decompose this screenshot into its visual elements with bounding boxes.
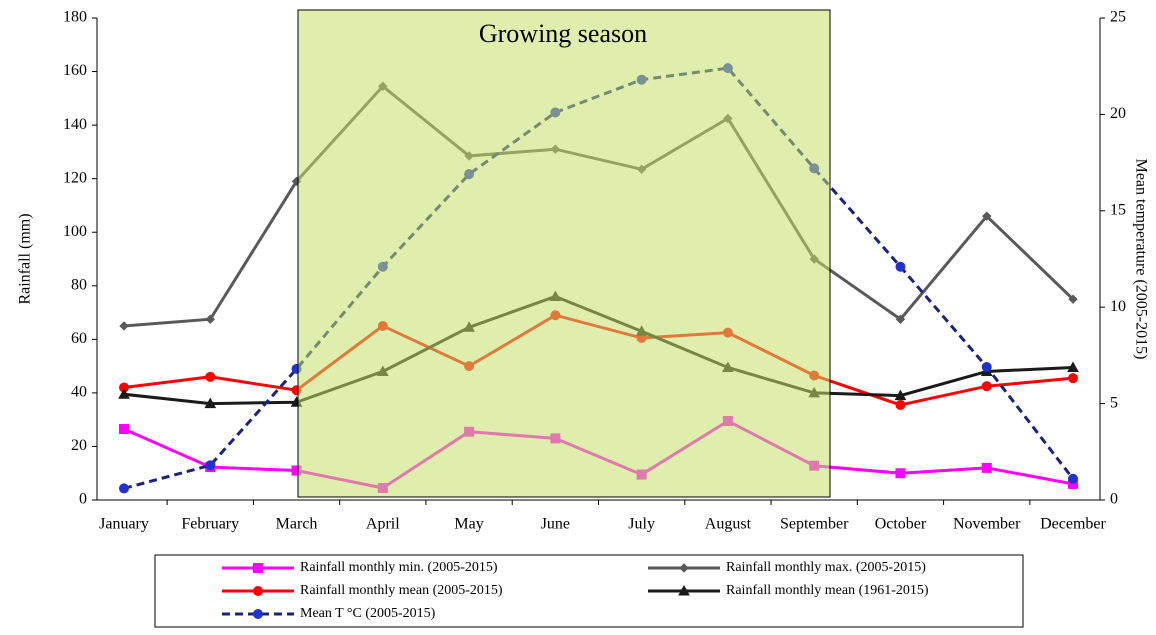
marker — [981, 462, 992, 473]
legend-label: Rainfall monthly max. (2005-2015) — [726, 560, 926, 575]
growing-season — [297, 9, 831, 498]
marker — [1068, 294, 1078, 304]
y-tick-label: 180 — [63, 9, 87, 26]
marker — [678, 584, 690, 596]
y-tick-label: 60 — [71, 330, 87, 347]
marker — [118, 388, 130, 399]
legend-label: Rainfall monthly mean (1961-2015) — [726, 583, 929, 598]
y2-tick-label: 0 — [1110, 491, 1118, 508]
legend-label: Rainfall monthly min. (2005-2015) — [300, 560, 498, 575]
y2-axis-label: Mean temperature (2005-2015) — [1132, 159, 1149, 360]
legend-label: Rainfall monthly mean (2005-2015) — [300, 583, 503, 598]
x-tick-label: May — [454, 516, 483, 533]
marker — [982, 211, 992, 221]
y-tick-label: 120 — [63, 169, 87, 186]
y2-tick-label: 5 — [1110, 394, 1118, 411]
y-tick-label: 160 — [63, 62, 87, 79]
marker — [679, 563, 689, 573]
marker — [981, 361, 992, 372]
marker — [981, 381, 992, 392]
marker — [253, 563, 263, 573]
y-tick-label: 40 — [71, 384, 87, 401]
marker — [1068, 373, 1078, 384]
y-tick-label: 80 — [71, 276, 87, 293]
marker — [205, 314, 215, 324]
x-tick-label: February — [181, 516, 239, 533]
marker — [895, 399, 906, 410]
y-tick-label: 100 — [63, 223, 87, 240]
marker — [119, 321, 129, 331]
y2-tick-label: 10 — [1110, 298, 1126, 315]
x-tick-label: January — [99, 516, 149, 533]
x-tick-label: September — [780, 516, 849, 533]
y-axis-label: Rainfall (mm) — [17, 213, 34, 304]
annotation: Growing season — [479, 19, 647, 48]
y-tick-label: 140 — [63, 116, 87, 133]
marker — [204, 397, 217, 409]
marker — [119, 483, 129, 494]
marker — [253, 586, 263, 596]
x-tick-label: April — [366, 516, 400, 533]
marker — [895, 314, 906, 324]
y-tick-label: 20 — [71, 437, 87, 454]
marker — [1067, 361, 1079, 372]
marker — [205, 371, 216, 382]
x-tick-label: November — [953, 516, 1021, 533]
legend-box — [154, 554, 1024, 628]
marker — [895, 261, 906, 272]
marker — [253, 609, 263, 619]
x-tick-label: July — [628, 516, 655, 533]
y2-tick-label: 25 — [1110, 9, 1126, 26]
y-tick-label: 0 — [79, 491, 87, 508]
marker — [119, 424, 129, 435]
marker — [1068, 473, 1078, 484]
marker — [895, 468, 906, 479]
legend-label: Mean T °C (2005-2015) — [300, 606, 436, 621]
x-tick-label: August — [705, 516, 752, 533]
y2-tick-label: 20 — [1110, 105, 1126, 122]
y2-tick-label: 15 — [1110, 201, 1126, 218]
x-tick-label: March — [276, 516, 318, 533]
marker — [205, 460, 216, 471]
x-tick-label: December — [1040, 516, 1106, 533]
x-tick-label: October — [875, 516, 927, 533]
marker — [894, 389, 907, 401]
x-tick-label: June — [541, 516, 570, 533]
